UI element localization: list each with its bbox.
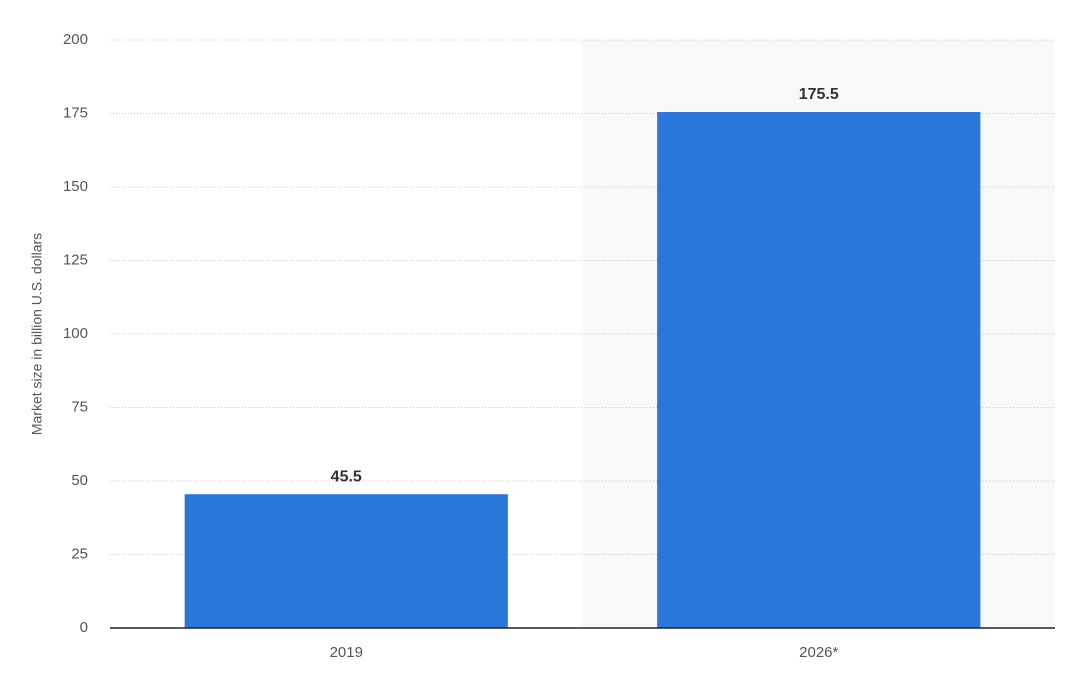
y-tick-label: 100 xyxy=(63,325,88,342)
x-tick-label: 2019 xyxy=(330,644,363,661)
data-label: 175.5 xyxy=(799,86,839,103)
y-tick-label: 125 xyxy=(63,251,88,268)
y-tick-label: 175 xyxy=(63,104,88,121)
bar xyxy=(657,112,981,628)
y-axis-label: Market size in billion U.S. dollars xyxy=(29,233,45,435)
y-tick-label: 200 xyxy=(63,31,88,48)
x-tick-label: 2026* xyxy=(799,644,838,661)
y-tick-label: 25 xyxy=(71,545,88,562)
y-tick-label: 150 xyxy=(63,178,88,195)
y-tick-label: 75 xyxy=(71,398,88,415)
bar xyxy=(184,494,508,628)
y-tick-label: 50 xyxy=(71,472,88,489)
y-tick-label: 0 xyxy=(80,619,88,636)
data-label: 45.5 xyxy=(331,468,362,485)
